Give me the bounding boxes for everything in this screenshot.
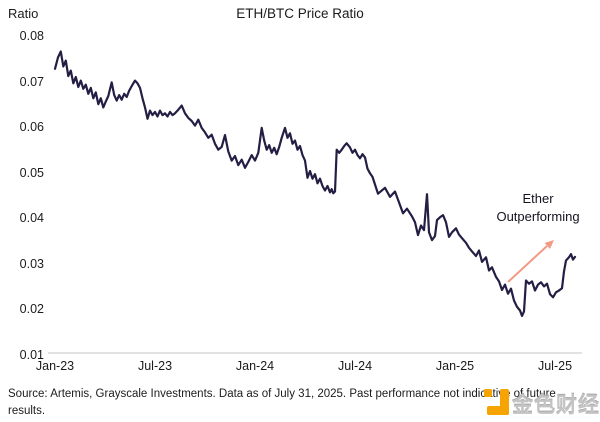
annotation-line-2: Outperforming (496, 209, 580, 224)
jinse-logo-icon (484, 389, 509, 415)
y-tick-label: 0.02 (19, 302, 44, 317)
source-note-line-2: results. (8, 405, 46, 417)
annotation-line-1: Ether (522, 191, 554, 206)
y-tick-label: 0.04 (19, 211, 44, 226)
x-tick-label: Jul-24 (337, 359, 373, 373)
y-axis-label: Ratio (8, 6, 39, 21)
y-tick-label: 0.07 (19, 74, 44, 89)
watermark: 金色财经 (484, 388, 600, 418)
x-tick-label: Jan-23 (35, 359, 75, 373)
chart-title: ETH/BTC Price Ratio (236, 6, 364, 21)
x-tick-label: Jan-24 (235, 359, 275, 373)
price-line (53, 50, 577, 317)
trend-arrow-shaft (507, 245, 548, 283)
y-tick-label: 0.05 (19, 165, 44, 180)
y-tick-label: 0.03 (19, 256, 44, 271)
trend-arrow-icon (507, 240, 554, 283)
source-note-line-1: Source: Artemis, Grayscale Investments. … (8, 388, 556, 400)
y-tick-label: 0.01 (19, 347, 44, 362)
trend-arrow-head (544, 240, 554, 249)
y-tick-label: 0.08 (19, 29, 44, 44)
x-tick-label: Jul-25 (537, 359, 573, 373)
watermark-text: 金色财经 (512, 394, 600, 417)
annotation-ether-outperforming: Ether Outperforming (467, 190, 600, 226)
y-tick-label: 0.06 (19, 120, 44, 135)
x-tick-label: Jul-23 (137, 359, 173, 373)
x-tick-label: Jan-25 (435, 359, 475, 373)
source-note: Source: Artemis, Grayscale Investments. … (8, 386, 596, 420)
